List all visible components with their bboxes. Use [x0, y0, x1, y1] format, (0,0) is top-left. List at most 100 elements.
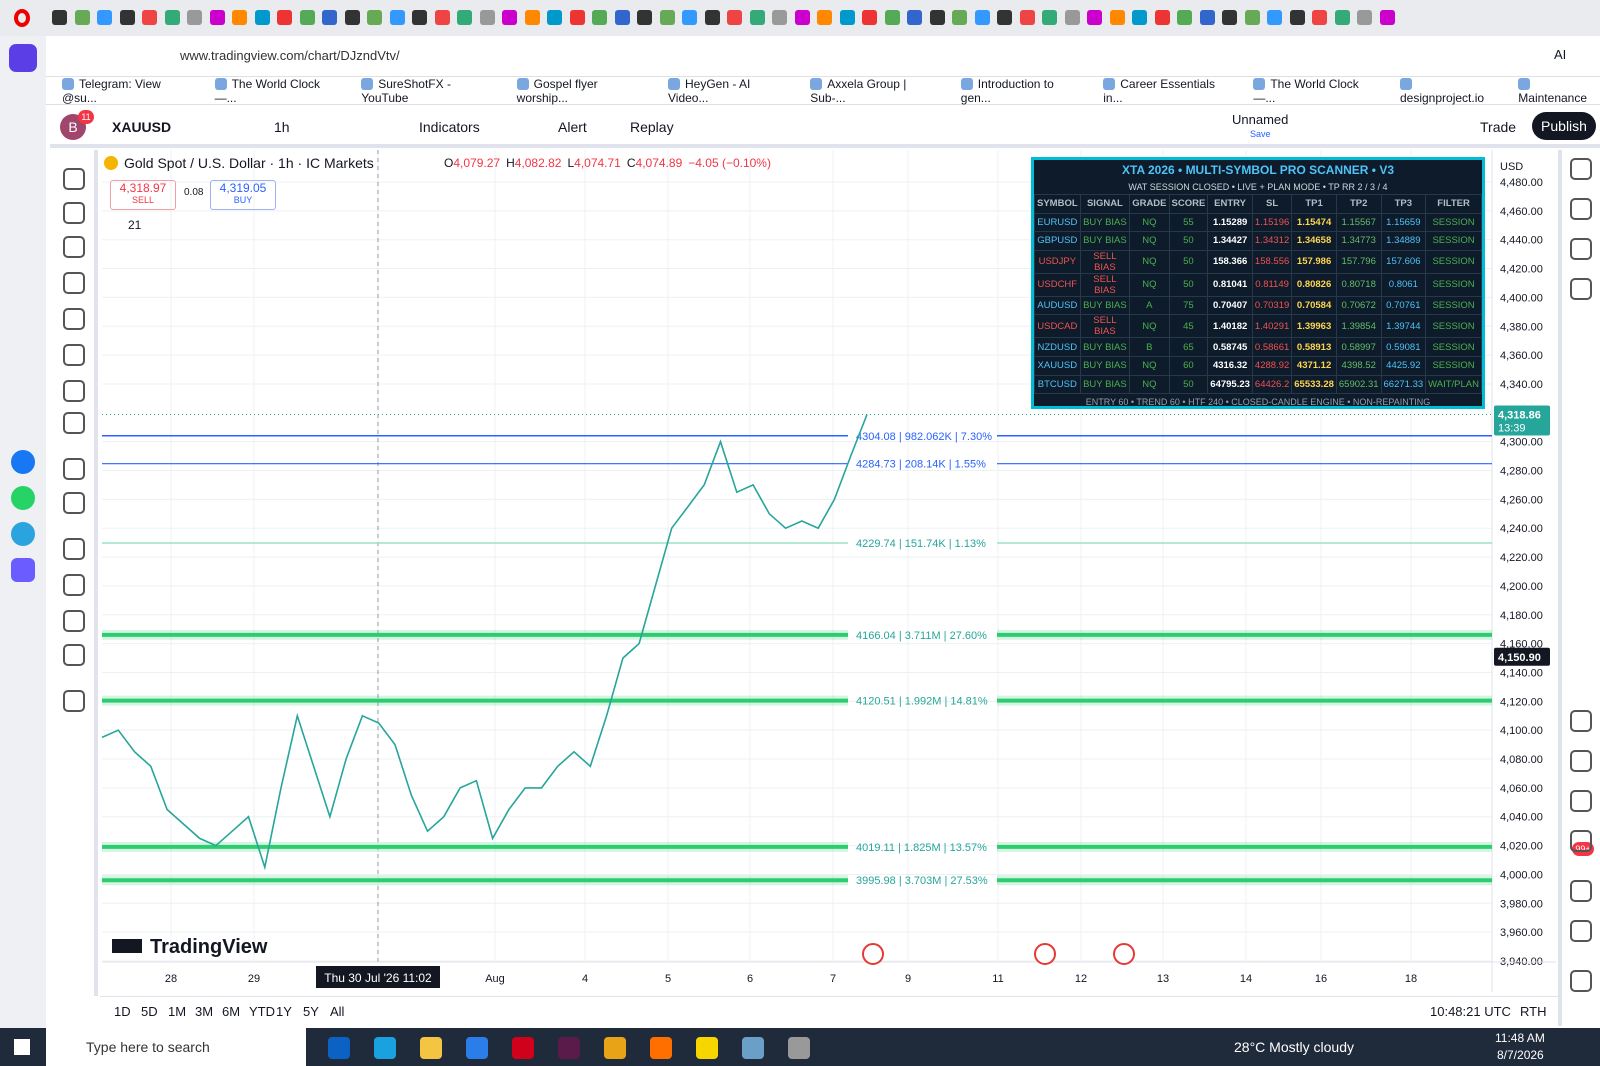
event-flag[interactable] [1113, 943, 1135, 965]
bookmark[interactable]: designproject.io [1400, 77, 1496, 105]
tab-icon[interactable] [704, 10, 720, 25]
tab-icon[interactable] [322, 10, 337, 25]
tab-icon[interactable] [1042, 10, 1057, 25]
indicators[interactable]: Indicators [419, 119, 480, 135]
tab-icon[interactable] [1357, 10, 1372, 25]
range-button[interactable]: 1D [114, 1004, 131, 1019]
tab-icon[interactable] [457, 10, 472, 25]
side-icon[interactable] [1570, 970, 1592, 992]
tab-icon[interactable] [1064, 10, 1080, 25]
range-button[interactable]: 5Y [303, 1004, 319, 1019]
tab-icon[interactable] [164, 10, 180, 25]
weather[interactable]: 28°C Mostly cloudy [1234, 1039, 1354, 1055]
tab-icon[interactable] [479, 10, 495, 25]
range-button[interactable]: 3M [195, 1004, 214, 1019]
tab-icon[interactable] [209, 10, 225, 25]
side-icon[interactable] [1570, 750, 1592, 772]
trade[interactable]: Trade [1480, 119, 1517, 135]
search-box[interactable]: Type here to search [46, 1028, 306, 1066]
range-button[interactable]: YTD [249, 1004, 275, 1019]
taskbar-app[interactable] [466, 1037, 488, 1059]
side-icon[interactable] [1570, 238, 1592, 260]
tab-icon[interactable] [817, 10, 832, 25]
tool-icon[interactable] [63, 458, 85, 480]
tab-icon[interactable] [637, 10, 652, 25]
buy-button[interactable]: 4,319.05 BUY [210, 180, 276, 210]
side-icon[interactable] [1570, 920, 1592, 942]
bookmark[interactable]: HeyGen - AI Video... [668, 77, 788, 105]
tab-icon[interactable] [682, 10, 697, 25]
range-button[interactable]: 5D [141, 1004, 158, 1019]
bookmark[interactable]: Maintenance [1518, 77, 1600, 105]
tab-icon[interactable] [142, 10, 157, 25]
tool-icon[interactable] [63, 308, 85, 330]
range-button[interactable]: All [330, 1004, 345, 1019]
tab-icon[interactable] [502, 10, 517, 25]
interval[interactable]: 1h [274, 119, 290, 135]
publish[interactable]: Publish [1532, 112, 1596, 140]
tab-icon[interactable] [389, 10, 405, 25]
tab-icon[interactable] [434, 10, 450, 25]
tool-icon[interactable] [63, 492, 85, 514]
tab-icon[interactable] [232, 10, 247, 25]
indicator-count[interactable]: 21 [128, 218, 142, 232]
side-icon[interactable] [1570, 790, 1592, 812]
sell-button[interactable]: 4,318.97 SELL [110, 180, 176, 210]
bookmark[interactable]: Telegram: View @su... [62, 77, 193, 105]
layout-name[interactable]: Unnamed [1232, 112, 1289, 127]
tab-icon[interactable] [1312, 10, 1327, 25]
tab-icon[interactable] [254, 10, 270, 25]
tab-icon[interactable] [569, 10, 585, 25]
tab-icon[interactable] [1267, 10, 1282, 25]
bookmark[interactable]: Career Essentials in... [1103, 77, 1231, 105]
tab-icon[interactable] [727, 10, 742, 25]
tool-icon[interactable] [63, 610, 85, 632]
tab-icon[interactable] [367, 10, 382, 25]
home-button[interactable] [9, 44, 37, 72]
session[interactable]: RTH [1520, 1004, 1547, 1019]
tab-icon[interactable] [52, 10, 67, 25]
tab-icon[interactable] [794, 10, 810, 25]
tab-icon[interactable] [929, 10, 945, 25]
tab-icon[interactable] [997, 10, 1012, 25]
tab-icon[interactable] [952, 10, 967, 25]
range-button[interactable]: 1Y [276, 1004, 292, 1019]
bookmark[interactable]: SureShotFX - YouTube [361, 77, 494, 105]
tab-icon[interactable] [412, 10, 427, 25]
aria[interactable] [11, 558, 35, 582]
tab-icon[interactable] [1289, 10, 1305, 25]
side-icon[interactable] [1570, 880, 1592, 902]
tab-icon[interactable] [1177, 10, 1192, 25]
side-icon[interactable] [1570, 710, 1592, 732]
tab-icon[interactable] [119, 10, 135, 25]
tab-icon[interactable] [344, 10, 360, 25]
event-flag[interactable] [1034, 943, 1056, 965]
range-button[interactable]: 6M [222, 1004, 241, 1019]
bookmark[interactable]: Gospel flyer worship... [517, 77, 646, 105]
taskbar-app[interactable] [328, 1037, 350, 1059]
event-flag[interactable] [862, 943, 884, 965]
tool-icon[interactable] [63, 412, 85, 434]
tool-icon[interactable] [63, 644, 85, 666]
range-button[interactable]: 1M [168, 1004, 187, 1019]
tab-icon[interactable] [1244, 10, 1260, 25]
opera-logo[interactable] [0, 0, 46, 36]
replay[interactable]: Replay [630, 119, 674, 135]
tool-icon[interactable] [63, 236, 85, 258]
side-icon[interactable] [1570, 278, 1592, 300]
tab-icon[interactable] [614, 10, 630, 25]
bookmark[interactable]: Introduction to gen... [961, 77, 1081, 105]
tab-icon[interactable] [772, 10, 787, 25]
tab-icon[interactable] [749, 10, 765, 25]
tab-icon[interactable] [1334, 10, 1350, 25]
tab-icon[interactable] [974, 10, 990, 25]
messenger[interactable] [11, 450, 35, 474]
start-button[interactable] [14, 1039, 30, 1055]
taskbar-app[interactable] [650, 1037, 672, 1059]
tab-icon[interactable] [1222, 10, 1237, 25]
tab-icon[interactable] [1087, 10, 1102, 25]
tab-icon[interactable] [187, 10, 202, 25]
tool-icon[interactable] [63, 574, 85, 596]
tab-icon[interactable] [299, 10, 315, 25]
tab-icon[interactable] [277, 10, 292, 25]
